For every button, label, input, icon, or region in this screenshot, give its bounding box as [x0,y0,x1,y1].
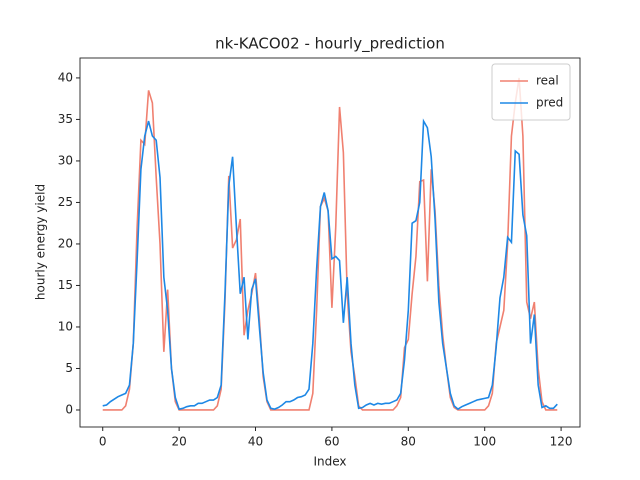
x-tick-label: 20 [171,435,186,449]
y-tick-label: 5 [65,361,73,375]
y-tick-label: 40 [58,70,73,84]
chart-title: nk-KACO02 - hourly_prediction [215,35,445,54]
legend-label: pred [536,96,563,110]
y-tick-label: 35 [58,112,73,126]
y-tick-label: 10 [58,319,73,333]
legend-box [491,63,571,121]
y-tick-label: 30 [58,153,73,167]
y-axis-label: hourly energy yield [34,184,48,300]
x-tick-label: 40 [248,435,263,449]
plot-frame [79,57,581,428]
x-tick-label: 120 [550,435,573,449]
x-tick-label: 80 [401,435,416,449]
y-tick-label: 15 [58,278,73,292]
x-tick-label: 60 [324,435,339,449]
y-tick-label: 0 [65,402,73,416]
y-tick-label: 25 [58,195,73,209]
legend-label: real [536,74,559,88]
x-tick-label: 0 [99,435,107,449]
line-series [102,118,558,411]
y-tick-label: 20 [58,236,73,250]
x-axis-label: Index [313,455,346,469]
x-tick-label: 100 [473,435,496,449]
